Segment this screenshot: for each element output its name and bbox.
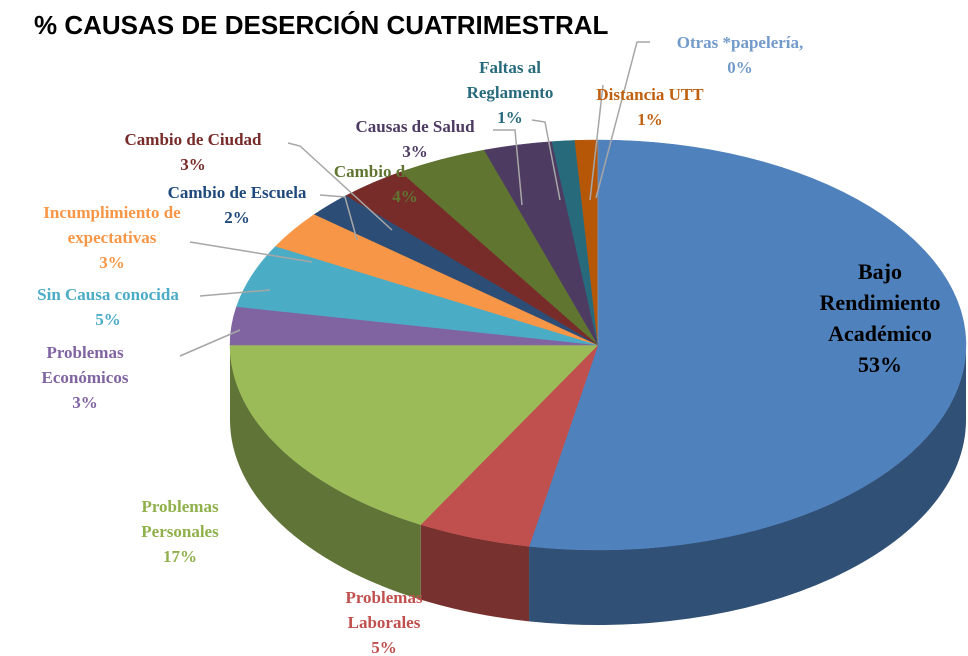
- label-value: 0%: [727, 58, 753, 77]
- leader-line: [199, 289, 271, 297]
- leader-line: [319, 194, 358, 241]
- label-category: Problemas Económicos: [41, 343, 129, 387]
- data-label: Problemas Económicos 3%: [30, 340, 140, 415]
- label-value: 1%: [637, 110, 663, 129]
- label-category: Faltas al Reglamento: [466, 58, 554, 102]
- chart-title: % CAUSAS DE DESERCIÓN CUATRIMESTRAL: [34, 10, 609, 40]
- slice: [229, 344, 599, 525]
- label-category: Sin Causa conocida: [37, 285, 179, 304]
- data-label: Problemas Laborales 5%: [334, 585, 434, 656]
- data-label: Cambio de Ciudad 3%: [125, 127, 262, 177]
- slice-side: [230, 345, 421, 600]
- leader-line: [531, 119, 561, 201]
- leader-line: [493, 129, 523, 206]
- leader-lines: [179, 41, 650, 357]
- data-label: Otras *papelería, 0%: [677, 30, 804, 80]
- leader-line: [179, 329, 241, 357]
- label-category: Problemas Personales: [141, 497, 219, 541]
- label-value: 3%: [99, 253, 125, 272]
- label-value: 2%: [224, 208, 250, 227]
- leader-line: [189, 241, 313, 263]
- data-label: Cambio de Escuela 2%: [168, 180, 307, 230]
- label-category: Causas de Salud: [355, 117, 475, 136]
- data-label: Problemas Personales 17%: [125, 494, 235, 569]
- label-category: Distancia UTT: [596, 85, 704, 104]
- data-label: Bajo Rendimiento Académico 53%: [805, 256, 955, 380]
- leader-line: [287, 142, 393, 231]
- label-category: Cambio de Carrera: [333, 162, 477, 181]
- label-value: 53%: [858, 352, 902, 377]
- data-label: Causas de Salud 3%: [355, 114, 474, 164]
- pie-sides: [230, 345, 966, 625]
- label-value: 5%: [95, 310, 121, 329]
- label-value: 3%: [402, 142, 428, 161]
- slice-side: [420, 524, 530, 622]
- label-value: 5%: [371, 638, 397, 656]
- label-category: Incumplimiento de expectativas: [43, 203, 181, 247]
- data-label: Distancia UTT 1%: [596, 82, 703, 132]
- pie-top: [229, 139, 967, 551]
- slice-side: [529, 345, 966, 625]
- label-category: Bajo Rendimiento Académico: [819, 259, 941, 346]
- label-value: 1%: [497, 108, 523, 127]
- leader-line: [595, 41, 650, 199]
- label-value: 4%: [392, 187, 418, 206]
- data-label: Cambio de Carrera 4%: [334, 159, 476, 209]
- label-category: Cambio de Escuela: [167, 183, 307, 202]
- label-value: 3%: [72, 393, 98, 412]
- slice: [528, 139, 967, 551]
- data-label: Incumplimiento de expectativas 3%: [30, 200, 195, 275]
- leader-line: [589, 84, 604, 201]
- label-value: 17%: [163, 547, 197, 566]
- data-label: Sin Causa conocida 5%: [37, 282, 179, 332]
- label-category: Otras *papelería,: [676, 33, 804, 52]
- label-value: 3%: [180, 155, 206, 174]
- label-category: Cambio de Ciudad: [124, 130, 262, 149]
- label-category: Problemas Laborales: [345, 588, 423, 632]
- data-label: Faltas al Reglamento 1%: [460, 55, 560, 130]
